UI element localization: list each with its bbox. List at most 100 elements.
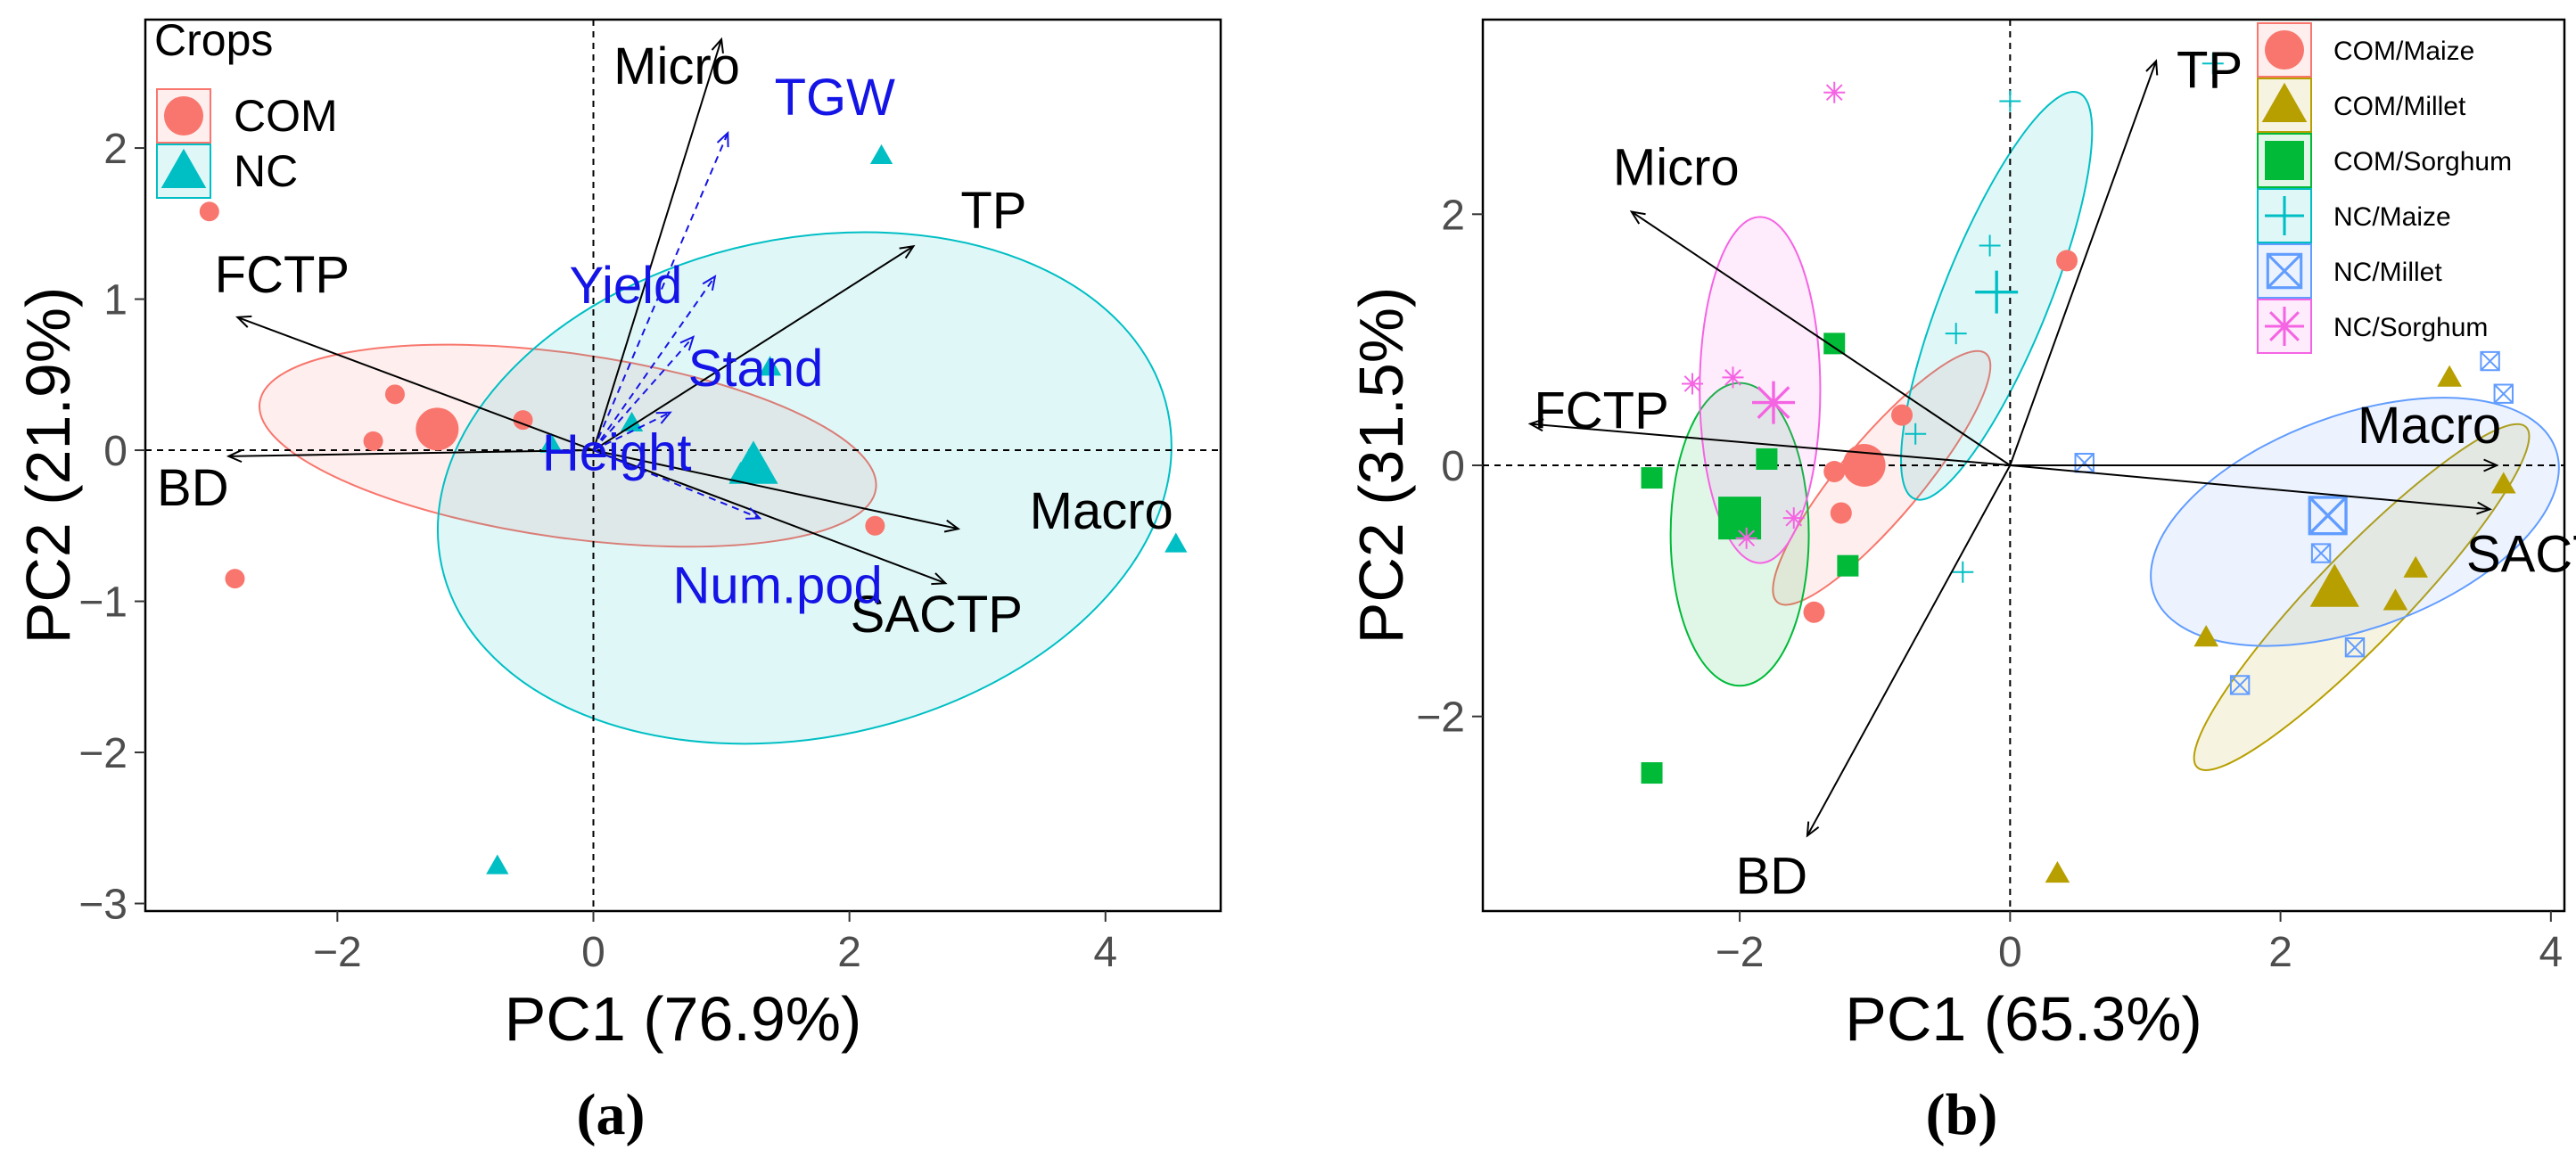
supp-label-tgw: TGW — [775, 69, 896, 127]
point-nc-millet — [2074, 452, 2095, 473]
arrow-micro — [592, 38, 723, 451]
loading-label-bd: BD — [157, 459, 229, 517]
supp-label-stand: Stand — [688, 340, 824, 398]
arrow-tp — [2009, 61, 2158, 466]
arrow-bd — [228, 449, 594, 457]
ellipse-com-millet — [2193, 423, 2531, 771]
point-nc-maize — [1999, 90, 2021, 112]
legend-marker-com — [164, 96, 203, 135]
arrow-tp-head — [2145, 59, 2159, 76]
y-tick-label: 0 — [1441, 443, 1465, 490]
legend-title: Crops — [154, 15, 273, 65]
point-com-millet — [2193, 625, 2218, 647]
point-nc-sorghum — [1682, 373, 1704, 395]
centroid-nc-millet — [2308, 496, 2348, 536]
loading-label-sactp: SACTP — [2466, 525, 2576, 583]
point-nc-maize — [1905, 423, 1927, 445]
loading-label-fctp: FCTP — [1534, 382, 1668, 440]
plot-area-a — [145, 20, 1221, 911]
arrow-micro-head — [711, 37, 724, 54]
supp-arrow-num-pod — [593, 449, 761, 520]
centroid-com — [416, 407, 459, 451]
arrow-fctp — [237, 316, 594, 451]
point-com-millet — [2490, 472, 2516, 494]
legend-marker-com-millet — [2261, 82, 2308, 122]
point-com-millet — [2403, 555, 2429, 578]
point-nc-millet — [2493, 383, 2514, 404]
centroid-nc-sorghum — [1751, 381, 1795, 424]
legend-label-com-millet: COM/Millet — [2333, 92, 2466, 121]
point-nc — [620, 411, 644, 432]
y-tick-label: −2 — [78, 730, 128, 777]
supp-arrow-stand — [592, 336, 695, 451]
arrow-sactp-head — [2476, 501, 2493, 515]
point-nc-millet — [2344, 637, 2366, 658]
loading-label-micro: Micro — [613, 37, 740, 95]
supp-arrow-num-pod-head — [745, 507, 762, 520]
caption-a: (a) — [577, 1082, 646, 1147]
supp-arrow-tgw-head — [716, 130, 729, 148]
point-nc-millet — [2480, 350, 2500, 372]
point-com-maize — [1803, 601, 1825, 623]
point-com — [225, 569, 245, 589]
point-nc — [539, 432, 563, 453]
arrow-bd-head — [1806, 821, 1820, 838]
point-com-maize — [1830, 502, 1852, 524]
arrow-fctp-head — [235, 315, 252, 328]
supp-arrow-height-head — [655, 411, 672, 424]
supp-arrow-yield-head — [702, 275, 717, 292]
y-tick-label: 2 — [103, 126, 128, 173]
ellipse-nc-millet — [2150, 397, 2560, 647]
arrow-tp-head — [899, 244, 916, 259]
point-com — [865, 515, 885, 536]
legend-label-nc-millet: NC/Millet — [2333, 258, 2442, 287]
plot-area-b — [1483, 20, 2564, 911]
ellipse-com — [259, 343, 877, 548]
legend-label-com: COM — [234, 91, 338, 141]
loading-label-macro: Macro — [1030, 482, 1173, 540]
legend-label-com-maize: COM/Maize — [2333, 37, 2474, 66]
point-nc — [758, 356, 782, 376]
centroid-com-maize — [1842, 444, 1886, 487]
point-nc-maize — [2202, 53, 2224, 75]
point-com — [199, 201, 219, 222]
centroid-nc-maize — [1975, 270, 2019, 314]
supp-label-yield: Yield — [569, 257, 682, 315]
x-tick-label: 4 — [1093, 929, 1117, 976]
supp-arrow-height — [593, 411, 671, 451]
point-com-millet — [2437, 365, 2462, 387]
supp-arrow-tgw — [592, 132, 729, 451]
y-tick-label: 0 — [103, 428, 128, 475]
point-com — [363, 431, 383, 451]
legend-label-com-sorghum: COM/Sorghum — [2333, 147, 2512, 177]
y-axis-title: PC2 (21.9%) — [13, 287, 83, 645]
legend-b: COM/Maize COM/Millet COM/Sorghum NC/Maize NC… — [2257, 22, 2512, 354]
legend-marker-nc — [160, 148, 207, 188]
centroid-nc — [728, 440, 778, 484]
arrow-bd — [1806, 464, 2012, 836]
y-tick-label: 1 — [103, 277, 128, 324]
point-com-maize — [2056, 250, 2078, 272]
arrow-macro-head — [2483, 458, 2499, 472]
arrow-micro — [1631, 210, 2011, 466]
point-com-maize — [1891, 404, 1913, 426]
caption-b: (b) — [1926, 1082, 1998, 1147]
arrow-micro-head — [1629, 210, 1646, 225]
point-nc-maize — [1945, 323, 1967, 345]
point-nc-maize — [1979, 234, 2001, 257]
legend-label-nc-sorghum: NC/Sorghum — [2333, 313, 2488, 342]
y-axis-title: PC2 (31.5%) — [1346, 287, 1416, 645]
legend-marker-com-maize — [2265, 30, 2304, 70]
supp-arrow-yield — [592, 275, 716, 451]
point-nc-sorghum — [1782, 507, 1805, 530]
arrow-macro-head — [943, 519, 961, 533]
point-nc — [1165, 532, 1188, 553]
arrow-fctp — [1529, 423, 2011, 466]
point-nc-sorghum — [1722, 366, 1744, 389]
arrow-bd-head — [226, 449, 243, 464]
loading-label-fctp: FCTP — [215, 246, 350, 304]
x-tick-label: 4 — [2539, 929, 2563, 976]
loading-label-bd: BD — [1736, 847, 1808, 905]
